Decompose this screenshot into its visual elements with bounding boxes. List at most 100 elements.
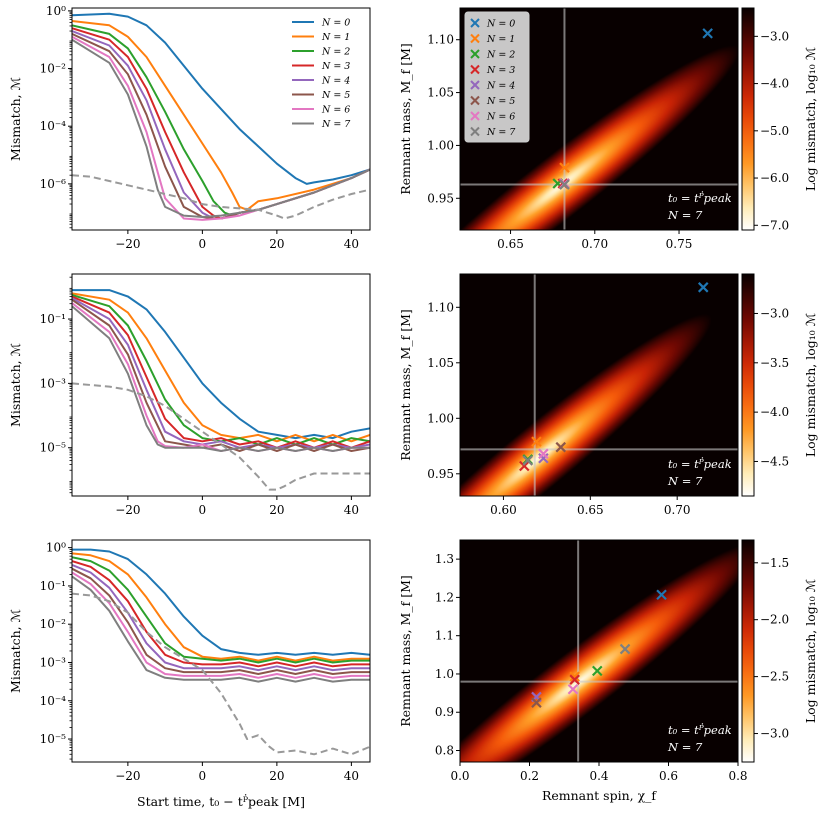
marker-stroke (555, 441, 567, 453)
colorbar-tick-label: −4.0 (760, 77, 789, 91)
annotation-n: N = 7 (667, 740, 703, 754)
axes-frame (459, 7, 739, 231)
marker-n0 (656, 589, 667, 601)
legend-label: N = 7 (486, 127, 516, 138)
colorbar-tick-label: −2.0 (760, 613, 789, 627)
marker-n3 (519, 460, 530, 472)
series-line-n1 (72, 20, 370, 211)
x-tick-label: 0.65 (497, 237, 524, 251)
y-axis-label: Remnant mass, M_f [M] (398, 309, 413, 461)
colorbar-tick-label: −7.0 (760, 218, 789, 232)
y-tick-label: 10⁻⁴ (40, 119, 67, 133)
y-tick-label: 10⁰ (46, 4, 66, 18)
x-tick-label: 0 (199, 237, 207, 251)
x-tick-label: 40 (344, 769, 359, 783)
legend-marker (470, 18, 480, 28)
series-line-n3 (72, 295, 370, 449)
y-tick-label: 1.1 (435, 629, 454, 643)
x-tick-label: 20 (269, 503, 284, 517)
x-tick-label: 40 (344, 503, 359, 517)
colorbar-tick-label: −3.0 (760, 29, 789, 43)
annotation-start-time: t₀ = tᴾ̇peak (668, 190, 732, 205)
y-axis-label: Remnant mass, M_f [M] (398, 575, 413, 727)
y-axis-label: Remnant mass, M_f [M] (398, 43, 413, 195)
legend-label: N = 1 (486, 34, 515, 45)
line-panel-3: −20 0 20 40 10⁰ 10⁻¹ 10⁻² 10⁻³ 10⁻⁴ 10⁻⁵ Mismatch,… (8, 539, 371, 809)
marker-n7 (619, 643, 631, 655)
x-tick-label: 0 (199, 769, 207, 783)
marker-stroke (559, 162, 570, 173)
axes-frame (71, 7, 371, 231)
series-line-n4 (72, 563, 370, 672)
heatmap-image (460, 274, 738, 496)
x-tick-label: −20 (115, 237, 140, 251)
y-tick-label: 1.00 (427, 138, 454, 152)
series-line-n5 (72, 298, 370, 452)
x-tick-label: 0.75 (666, 237, 693, 251)
series-line-n7 (72, 38, 370, 218)
colorbar-tick-label: −2.5 (760, 670, 789, 684)
legend-marker (470, 49, 480, 59)
axes-frame (71, 273, 371, 497)
y-axis-label: Mismatch, ℳ (8, 342, 23, 427)
marker-n0 (702, 28, 713, 39)
y-tick-label: 10⁻¹ (40, 312, 66, 326)
legend-label: N = 2 (486, 50, 515, 61)
series-line-n4 (72, 297, 370, 449)
x-axis-label: Remnant spin, χ_f (542, 788, 657, 803)
marker-n1 (531, 436, 542, 447)
axes-frame (459, 273, 739, 497)
marker-n0 (697, 282, 709, 293)
marker-stroke (538, 452, 549, 464)
marker-stroke (619, 643, 631, 655)
series-line-n2 (72, 556, 370, 664)
heatmap-image (460, 540, 738, 762)
series-line-n2 (72, 293, 370, 446)
series-line-noise-floor (72, 174, 370, 220)
legend-label: N = 3 (321, 61, 350, 72)
y-tick-label: 1.0 (435, 667, 454, 681)
marker-stroke (559, 179, 570, 190)
y-tick-label: 1.00 (427, 411, 454, 425)
colorbar-tick-label: −3.0 (760, 727, 789, 741)
marker-n1 (559, 162, 570, 173)
annotation-n: N = 7 (667, 474, 703, 488)
colorbar-tick-label: −4.5 (760, 454, 789, 468)
legend-marker (470, 95, 480, 106)
legend-marker (470, 80, 480, 90)
y-tick-label: 1.10 (427, 300, 454, 314)
x-tick-label: 0.6 (659, 769, 678, 783)
heatmap-panel-3: t₀ = tᴾ̇peak N = 7 0.0 0.2 0.4 0.6 0.8 0.8 0.9 1.… (398, 539, 818, 803)
line-panel-1: −20 0 20 40 10⁰ 10⁻² 10⁻⁴ 10⁻⁶ Mismatch, ℳ N = 0 N… (8, 4, 371, 251)
marker-n3 (569, 674, 580, 685)
y-tick-label: 10⁻⁴ (40, 694, 67, 708)
y-tick-label: 10⁰ (46, 541, 66, 555)
x-tick-label: 20 (269, 237, 284, 251)
heatmap-panel-1: N = 0 N = 1 N = 2 N = 3 N = 4 N = 5 N = 6 N = 7… (398, 7, 818, 251)
y-tick-label: 1.05 (427, 86, 454, 100)
x-tick-label: 0.4 (589, 769, 608, 783)
x-tick-label: 0.70 (581, 237, 608, 251)
x-tick-label: 0.70 (664, 503, 691, 517)
y-tick-label: 10⁻² (40, 62, 67, 76)
colorbar-label: Log mismatch, log₁₀ ℳ (803, 46, 818, 191)
series-line-noise-floor (72, 592, 370, 756)
series-line-n6 (72, 571, 370, 679)
x-tick-label: −20 (115, 769, 140, 783)
series-line-n6 (72, 302, 370, 452)
marker-stroke (531, 697, 542, 708)
legend-label: N = 3 (486, 65, 515, 76)
y-tick-label: 10⁻⁶ (40, 177, 67, 191)
y-tick-label: 10⁻⁵ (40, 732, 67, 746)
legend-marker (470, 126, 480, 137)
legend-label: N = 4 (486, 81, 515, 92)
series-line-n0 (72, 548, 370, 656)
x-tick-label: 0.8 (728, 769, 747, 783)
heatmap-panel-2: t₀ = tᴾ̇peak N = 7 0.60 0.65 0.70 0.95 1.00 1.0… (398, 273, 818, 517)
y-tick-label: 10⁻⁵ (40, 441, 67, 455)
marker-n1 (569, 671, 580, 682)
series-line-n7 (72, 305, 370, 452)
x-tick-label: 0 (199, 503, 207, 517)
annotation-start-time: t₀ = tᴾ̇peak (668, 722, 732, 737)
marker-n4 (538, 452, 549, 464)
